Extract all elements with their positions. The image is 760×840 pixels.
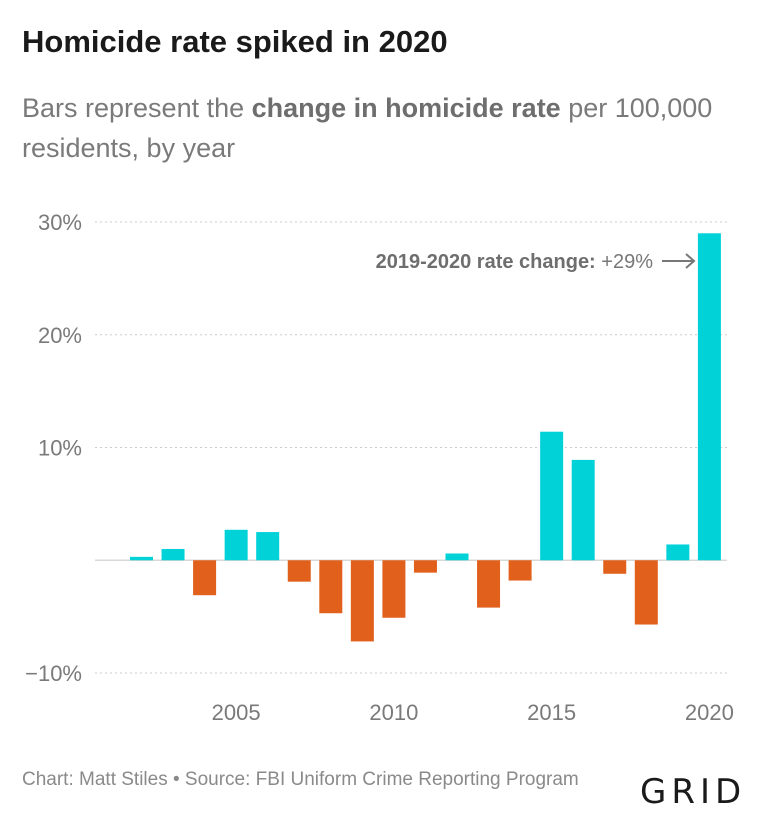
- subtitle-text-bold: change in homicide rate: [251, 93, 561, 123]
- bar-2016: [571, 459, 595, 561]
- bar-2018: [634, 560, 658, 625]
- bar-2013: [477, 560, 501, 608]
- x-tick-label: 2010: [369, 700, 418, 725]
- chart-subtitle: Bars represent the change in homicide ra…: [22, 88, 722, 168]
- annotation: 2019-2020 rate change: +29%: [376, 251, 696, 273]
- bar-2019: [666, 544, 690, 561]
- bar-2011: [413, 560, 437, 573]
- bar-2008: [319, 560, 343, 614]
- annotation-label: 2019-2020 rate change:: [376, 251, 596, 273]
- bar-2010: [382, 560, 406, 618]
- grid-logo: GRID: [640, 772, 747, 812]
- y-tick-label: −10%: [25, 661, 82, 686]
- subtitle-text-pre: Bars represent the: [22, 93, 252, 123]
- bar-2015: [540, 431, 564, 561]
- y-tick-label: 10%: [38, 436, 82, 461]
- svg-text:2019-2020 rate change: +29%: 2019-2020 rate change: +29%: [376, 251, 654, 273]
- bars: [130, 233, 721, 642]
- x-tick-label: 2020: [685, 700, 734, 725]
- bar-2005: [224, 529, 248, 561]
- chart-source-credit: Chart: Matt Stiles • Source: FBI Uniform…: [22, 769, 579, 790]
- bar-2006: [256, 532, 280, 561]
- chart-title: Homicide rate spiked in 2020: [22, 24, 448, 59]
- bar-2020: [697, 233, 721, 561]
- bar-2004: [193, 560, 217, 596]
- x-axis-ticks: 2005 2010 2015 2020: [212, 700, 734, 725]
- bar-2003: [161, 548, 185, 561]
- bar-chart: 30% 20% 10% −10% 2005 2010 2015 2020 2019-2020…: [25, 210, 734, 725]
- y-tick-label: 20%: [38, 323, 82, 348]
- bar-2017: [603, 560, 627, 574]
- bar-2014: [508, 560, 532, 581]
- bar-2007: [287, 560, 311, 582]
- arrow-right-icon: [662, 253, 696, 269]
- bar-2009: [350, 560, 374, 642]
- y-axis-ticks: 30% 20% 10% −10%: [25, 210, 82, 686]
- x-tick-label: 2005: [212, 700, 261, 725]
- y-tick-label: 30%: [38, 210, 82, 235]
- subtitle-text-post: per 100,000 residents, by year: [22, 93, 713, 163]
- bar-2002: [130, 556, 153, 561]
- gridlines: [95, 221, 727, 674]
- x-tick-label: 2015: [527, 700, 576, 725]
- annotation-value: +29%: [596, 251, 653, 273]
- bar-2012: [445, 553, 469, 561]
